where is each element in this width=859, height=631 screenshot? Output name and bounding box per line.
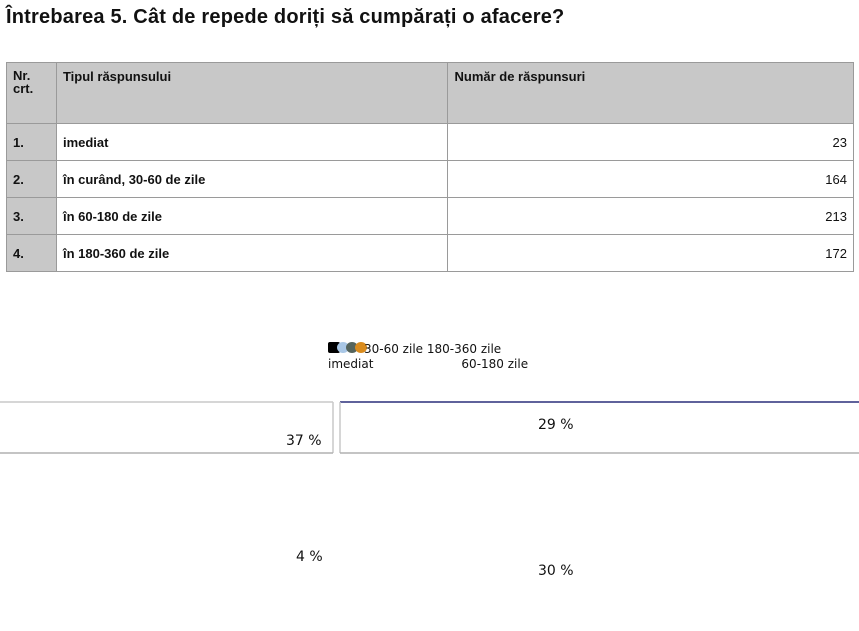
slice-label-30-60: 29 % xyxy=(538,417,574,433)
row-number: 2. xyxy=(6,160,57,198)
table-header-row: Nr. crt. Tipul răspunsului Număr de răsp… xyxy=(6,62,854,124)
row-response-type: în 60-180 de zile xyxy=(55,197,449,235)
row-response-count: 23 xyxy=(447,123,854,161)
table-row: 2. în curând, 30-60 de zile 164 xyxy=(6,160,854,198)
column-header-nr: Nr. crt. xyxy=(6,62,57,124)
row-response-type: în curând, 30-60 de zile xyxy=(55,160,449,198)
legend-label-180-360: 180-360 zile xyxy=(426,342,502,356)
slice-label-60-180: 37 % xyxy=(286,433,322,449)
row-number: 3. xyxy=(6,197,57,235)
page-title: Întrebarea 5. Cât de repede doriți să cu… xyxy=(6,6,565,28)
pie-chart xyxy=(0,401,859,454)
slice-label-180-360: 30 % xyxy=(538,563,574,579)
row-response-count: 213 xyxy=(447,197,854,235)
column-header-type: Tipul răspunsului xyxy=(55,62,449,124)
row-number: 4. xyxy=(6,234,57,272)
legend-label-imediat: imediat xyxy=(328,357,374,371)
table-row: 4. în 180-360 de zile 172 xyxy=(6,234,854,272)
slice-label-imediat: 4 % xyxy=(296,549,323,565)
table-row: 3. în 60-180 de zile 213 xyxy=(6,197,854,235)
legend-swatch-60-180 xyxy=(346,342,358,353)
row-number: 1. xyxy=(6,123,57,161)
row-response-count: 164 xyxy=(447,160,854,198)
row-response-type: imediat xyxy=(55,123,449,161)
legend-swatch-30-60 xyxy=(337,342,349,353)
results-table: Nr. crt. Tipul răspunsului Număr de răsp… xyxy=(6,62,854,272)
legend-swatch-imediat xyxy=(328,342,340,353)
row-response-count: 172 xyxy=(447,234,854,272)
row-response-type: în 180-360 de zile xyxy=(55,234,449,272)
chart-legend: 30-60 zile 180-360 zile imediat 60-180 zi… xyxy=(328,342,528,371)
legend-swatches xyxy=(328,342,367,357)
legend-swatch-180-360 xyxy=(355,342,367,353)
legend-label-30-60: 30-60 zile xyxy=(364,342,424,356)
column-header-count: Număr de răspunsuri xyxy=(447,62,854,124)
table-row: 1. imediat 23 xyxy=(6,123,854,161)
legend-label-60-180: 60-180 zile xyxy=(461,357,529,371)
